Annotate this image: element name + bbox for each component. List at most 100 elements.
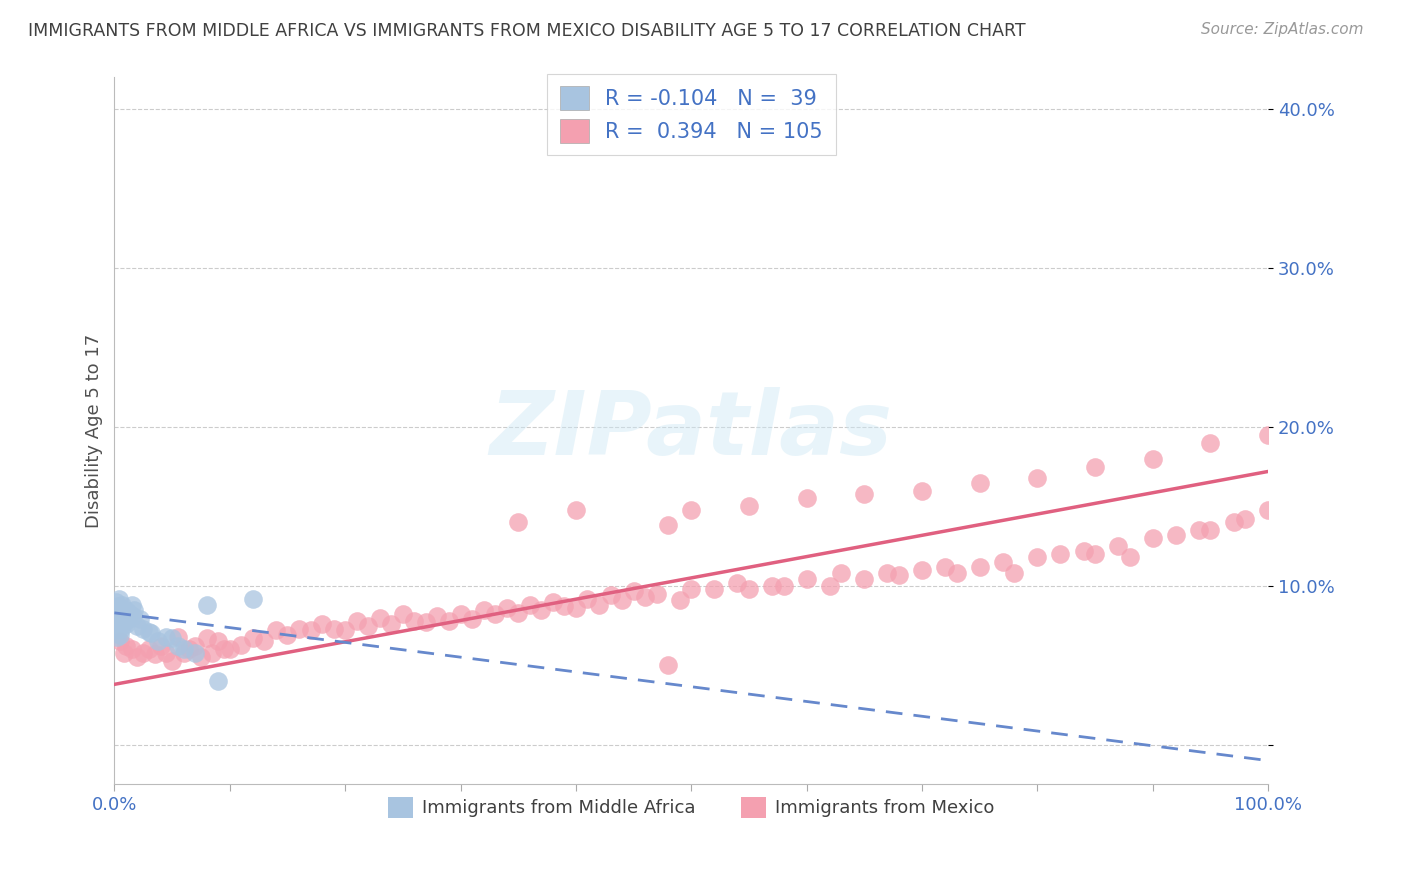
Point	[105, 607, 128, 622]
Point	[657, 658, 679, 673]
Point	[105, 630, 128, 644]
Point	[276, 628, 298, 642]
Point	[112, 646, 135, 660]
Point	[184, 646, 207, 660]
Point	[121, 642, 143, 657]
Point	[599, 588, 621, 602]
Point	[115, 617, 138, 632]
Point	[725, 575, 748, 590]
Point	[1199, 523, 1222, 537]
Legend: Immigrants from Middle Africa, Immigrants from Mexico: Immigrants from Middle Africa, Immigrant…	[381, 789, 1002, 825]
Point	[541, 595, 564, 609]
Point	[231, 638, 253, 652]
Point	[212, 642, 235, 657]
Point	[1026, 550, 1049, 565]
Point	[738, 500, 761, 514]
Y-axis label: Disability Age 5 to 17: Disability Age 5 to 17	[86, 334, 103, 528]
Point	[796, 491, 818, 506]
Point	[242, 591, 264, 606]
Point	[207, 674, 229, 689]
Point	[887, 567, 910, 582]
Point	[242, 632, 264, 646]
Point	[264, 624, 287, 638]
Point	[195, 632, 218, 646]
Point	[107, 624, 129, 638]
Point	[853, 573, 876, 587]
Point	[668, 593, 690, 607]
Point	[1199, 435, 1222, 450]
Point	[311, 617, 333, 632]
Point	[1026, 471, 1049, 485]
Point	[484, 607, 506, 622]
Point	[179, 642, 201, 657]
Point	[253, 634, 276, 648]
Text: Source: ZipAtlas.com: Source: ZipAtlas.com	[1201, 22, 1364, 37]
Point	[681, 502, 703, 516]
Point	[426, 609, 449, 624]
Point	[114, 615, 136, 630]
Point	[1049, 547, 1071, 561]
Point	[657, 518, 679, 533]
Point	[121, 598, 143, 612]
Point	[143, 647, 166, 661]
Point	[1222, 516, 1244, 530]
Point	[738, 582, 761, 596]
Point	[681, 582, 703, 596]
Point	[1257, 428, 1279, 442]
Point	[155, 646, 177, 660]
Point	[945, 566, 967, 581]
Point	[122, 609, 145, 624]
Point	[565, 601, 588, 615]
Point	[160, 632, 183, 646]
Point	[876, 566, 898, 581]
Point	[110, 610, 132, 624]
Point	[703, 582, 725, 596]
Point	[127, 650, 149, 665]
Point	[112, 604, 135, 618]
Point	[111, 606, 134, 620]
Point	[772, 579, 794, 593]
Point	[1234, 512, 1257, 526]
Point	[111, 598, 134, 612]
Point	[132, 646, 155, 660]
Point	[149, 639, 172, 653]
Point	[380, 617, 402, 632]
Point	[207, 634, 229, 648]
Point	[415, 615, 437, 630]
Point	[190, 650, 212, 665]
Point	[576, 591, 599, 606]
Point	[104, 595, 127, 609]
Point	[173, 642, 195, 657]
Point	[969, 559, 991, 574]
Point	[796, 573, 818, 587]
Point	[761, 579, 783, 593]
Point	[115, 602, 138, 616]
Point	[108, 602, 131, 616]
Point	[357, 618, 380, 632]
Point	[392, 607, 415, 622]
Point	[1142, 531, 1164, 545]
Point	[1073, 544, 1095, 558]
Point	[853, 486, 876, 500]
Point	[1257, 502, 1279, 516]
Point	[288, 622, 311, 636]
Point	[141, 626, 163, 640]
Point	[132, 622, 155, 636]
Point	[107, 612, 129, 626]
Point	[450, 607, 472, 622]
Point	[104, 618, 127, 632]
Point	[322, 622, 344, 636]
Point	[530, 602, 553, 616]
Point	[911, 483, 934, 498]
Point	[148, 634, 170, 648]
Point	[519, 598, 541, 612]
Point	[1084, 547, 1107, 561]
Point	[610, 593, 633, 607]
Point	[128, 612, 150, 626]
Point	[911, 563, 934, 577]
Point	[138, 624, 160, 639]
Point	[138, 642, 160, 657]
Point	[167, 639, 190, 653]
Point	[110, 622, 132, 636]
Point	[108, 591, 131, 606]
